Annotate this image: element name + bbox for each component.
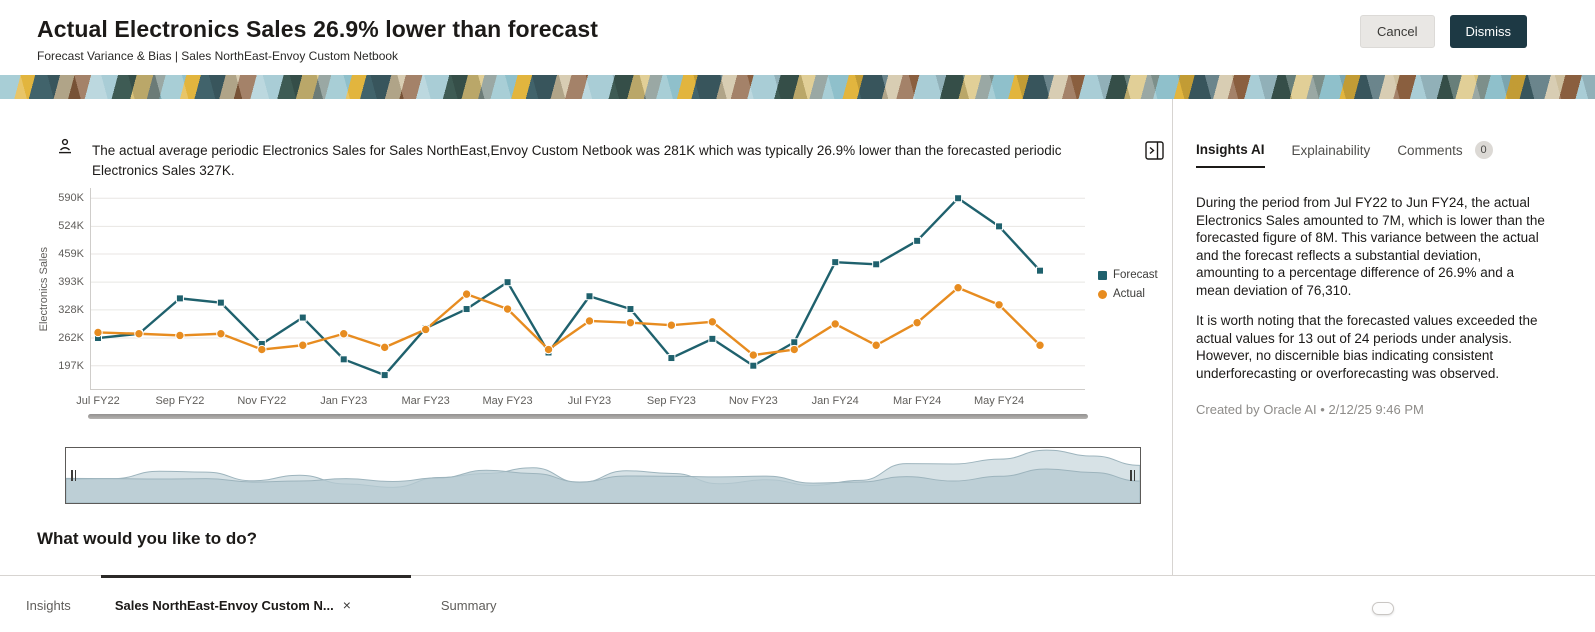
chart-h-scrollbar[interactable] [88,414,1088,419]
x-axis-tick: Jan FY23 [320,395,368,407]
panel-body: During the period from Jul FY22 to Jun F… [1196,194,1547,382]
chart-legend: Forecast Actual [1098,269,1158,300]
x-axis-tick: Mar FY24 [892,395,942,407]
main-content: The actual average periodic Electronics … [0,99,1595,575]
x-axis-tick: Jan FY24 [811,395,859,407]
x-axis-tick: Nov FY22 [237,395,287,407]
y-axis-labels: 590K 524K 459K 393K 328K 262K 197K [40,188,84,390]
range-end-handle[interactable] [1128,469,1137,483]
legend-item-forecast[interactable]: Forecast [1098,269,1158,281]
y-axis-tick: 197K [58,359,84,372]
decorative-banner [0,75,1595,99]
y-axis-tick: 393K [58,276,84,289]
y-axis-tick: 262K [58,332,84,344]
tab-comments[interactable]: Comments 0 [1397,141,1493,168]
forecast-marker-icon [1098,270,1107,280]
tab-explainability[interactable]: Explainability [1291,142,1371,158]
legend-item-actual[interactable]: Actual [1098,288,1158,300]
x-axis-tick: Mar FY23 [401,395,450,407]
panel-tabs: Insights AI Explainability Comments 0 [1196,141,1547,168]
x-axis-tick: Sep FY23 [646,395,696,407]
dismiss-button[interactable]: Dismiss [1449,15,1527,48]
tab-insights-ai[interactable]: Insights AI [1196,142,1265,168]
panel-attribution: Created by Oracle AI • 2/12/25 9:46 PM [1196,402,1424,418]
header-actions: Cancel Dismiss [1360,15,1527,48]
page-title: Actual Electronics Sales 26.9% lower tha… [37,16,599,42]
bottom-tab-bar: Insights Sales NorthEast-Envoy Custom N.… [0,575,1595,632]
time-range-selector[interactable] [65,447,1141,504]
y-axis-tick: 590K [58,192,84,205]
bottom-tab-insights[interactable]: Insights [26,597,71,613]
page-subtitle: Forecast Variance & Bias | Sales NorthEa… [37,49,399,63]
x-axis-tick: Jul FY22 [76,395,120,407]
line-chart[interactable] [90,188,1085,390]
legend-label-actual: Actual [1113,288,1145,300]
insights-panel: Insights AI Explainability Comments 0 Du… [1172,99,1595,575]
insight-icon [56,138,74,156]
range-start-handle[interactable] [69,469,78,483]
legend-label-forecast: Forecast [1113,269,1158,281]
prompt-heading: What would you like to do? [37,529,258,548]
panel-paragraph-2: It is worth noting that the forecasted v… [1196,313,1538,381]
y-axis-tick: 459K [58,248,84,261]
x-axis-tick: Sep FY22 [155,395,205,407]
x-axis-tick: Nov FY23 [728,395,778,407]
x-axis-tick: May FY24 [973,395,1025,407]
header: Actual Electronics Sales 26.9% lower tha… [0,0,1595,75]
comments-count-badge: 0 [1474,141,1493,159]
bottom-tab-summary[interactable]: Summary [440,597,497,613]
range-sparkline [66,449,1140,503]
expand-panel-icon[interactable] [1145,141,1164,160]
x-axis-labels: Jul FY22 Sep FY22 Nov FY22 Jan FY23 Mar FY23… [76,395,1085,409]
x-axis-tick: Jul FY23 [567,395,612,407]
bottom-scrollbar-thumb[interactable] [1372,602,1394,615]
insight-summary: The actual average periodic Electronics … [92,143,1062,179]
cancel-button[interactable]: Cancel [1360,15,1435,48]
actual-marker-icon [1098,289,1107,299]
close-tab-icon[interactable]: × [342,597,351,613]
bottom-tab-sales-northeast[interactable]: Sales NorthEast-Envoy Custom N... × [100,575,411,632]
panel-paragraph-1: During the period from Jul FY22 to Jun F… [1196,195,1545,298]
x-axis-tick: May FY23 [482,395,533,407]
y-axis-tick: 328K [58,303,84,316]
y-axis-tick: 524K [58,220,84,233]
